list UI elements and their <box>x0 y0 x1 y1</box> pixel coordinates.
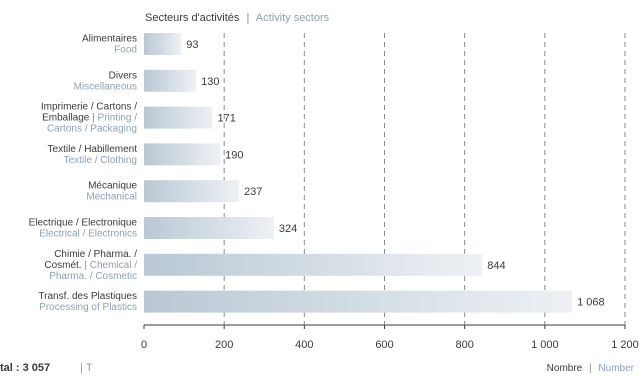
bar-value-label: 1 068 <box>577 297 605 309</box>
x-tick-label: 1 000 <box>531 339 559 351</box>
bar-value-label: 324 <box>279 223 297 235</box>
bar-value-label: 237 <box>244 186 262 198</box>
grid-lines <box>223 33 626 325</box>
bar-value-label: 93 <box>186 39 198 51</box>
x-tick-label: 200 <box>215 339 233 351</box>
category-label: Electrique / Electronique Electrical / El… <box>29 218 138 240</box>
category-label: Mécanique Mechanical <box>86 181 137 203</box>
x-tick-label: 800 <box>455 339 473 351</box>
bar <box>144 106 213 129</box>
bar <box>144 143 221 166</box>
bar-value-label: 130 <box>201 76 219 88</box>
bar <box>144 180 239 203</box>
category-label: Chimie / Pharma. / Cosmét. | Chemical / Ph… <box>44 249 137 282</box>
category-label: Divers Miscellaneous <box>74 70 137 92</box>
bar <box>144 290 573 313</box>
bars: 93 130 171 190 237 324 844 1 068 <box>144 33 605 313</box>
category-label: Alimentaires Food <box>82 34 137 56</box>
bar-value-label: 844 <box>487 260 505 272</box>
x-tick-label: 400 <box>295 339 313 351</box>
category-labels: Alimentaires Food Divers Miscellaneous Impri… <box>29 34 138 314</box>
bar-value-label: 171 <box>218 113 236 125</box>
total-text: tal : 3 057 | T <box>0 362 93 374</box>
total-footer-fragment: tal : 3 057 | T <box>0 362 93 374</box>
bar <box>144 33 182 55</box>
bar <box>144 69 197 92</box>
category-label: Imprimerie / Cartons / Emballage | Printi… <box>41 102 137 135</box>
category-label: Textile / Habillement Textile / Clothing <box>48 144 138 166</box>
x-tick-label: 600 <box>375 339 393 351</box>
x-tick-label: 1 200 <box>611 339 639 351</box>
chart-title: Secteurs d'activités | Activity sectors <box>145 12 330 24</box>
x-axis-label: Nombre | Number <box>547 363 635 374</box>
bar <box>144 217 274 239</box>
bar-value-label: 190 <box>225 149 243 161</box>
category-label: Transf. des Plastiques Processing of Plas… <box>38 291 137 313</box>
x-tick-label: 0 <box>141 339 147 351</box>
x-tick-labels: 0 200 400 600 800 1 000 1 200 <box>141 325 639 351</box>
bar <box>144 253 483 276</box>
